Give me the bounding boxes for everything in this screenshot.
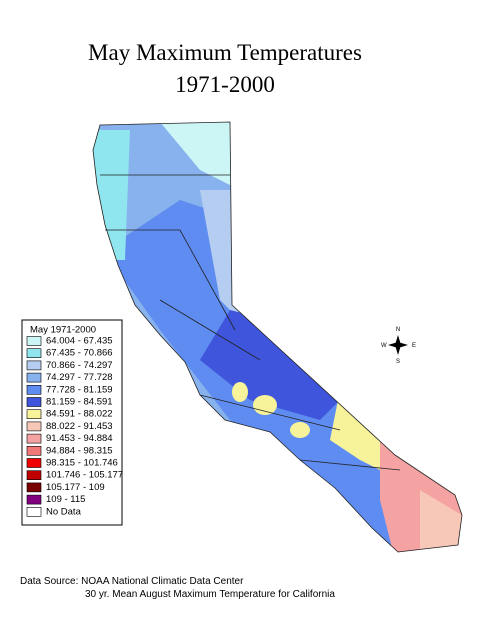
legend-label: 64.004 - 67.435 [46,336,113,347]
source-text: Data Source: NOAA National Climatic Data… [20,576,244,587]
legend-label: 81.159 - 84.591 [46,397,113,408]
legend-label: 109 - 115 [46,494,85,505]
compass-label: E [412,343,416,349]
legend-label: 105.177 - 109 [46,482,105,493]
compass-label: S [396,359,400,365]
legend-swatch [26,384,42,395]
legend-label: 98.315 - 101.746 [46,458,118,469]
state-map [93,122,462,552]
legend-swatch [26,336,42,346]
legend-swatch [26,433,42,444]
compass-label: N [396,327,400,333]
legend-label: 77.728 - 81.159 [46,384,113,395]
title-line: 1971-2000 [175,72,275,97]
compass: N E S W [381,327,416,365]
legend-label: 94.884 - 98.315 [46,445,113,456]
legend-swatch [26,506,42,517]
legend-swatch [26,397,42,407]
legend-swatch [26,445,42,456]
legend-swatch [26,482,42,493]
source-text: 30 yr. Mean August Maximum Temperature f… [85,589,335,600]
legend-label: 70.866 - 74.297 [46,360,113,371]
legend-label: 91.453 - 94.884 [46,433,113,444]
title-line: May Maximum Temperatures [88,40,362,65]
legend-swatch [26,360,42,371]
legend-swatch [26,372,42,383]
legend-label: 74.297 - 77.728 [46,372,113,383]
legend-swatch [26,458,42,468]
legend-label: No Data [46,506,82,517]
legend-swatch [26,470,42,481]
legend-label: 101.746 - 105.177 [46,470,123,481]
county-borders [92,121,463,553]
legend-label: 67.435 - 70.866 [46,348,113,359]
legend-swatch [26,421,42,432]
legend-swatch [26,494,42,505]
legend-label: 84.591 - 88.022 [46,409,113,420]
legend-swatch [26,409,42,420]
legend-swatch [26,348,42,359]
compass-label: W [381,343,387,349]
legend-label: 88.022 - 91.453 [46,421,113,432]
legend-title: May 1971-2000 [30,325,96,336]
